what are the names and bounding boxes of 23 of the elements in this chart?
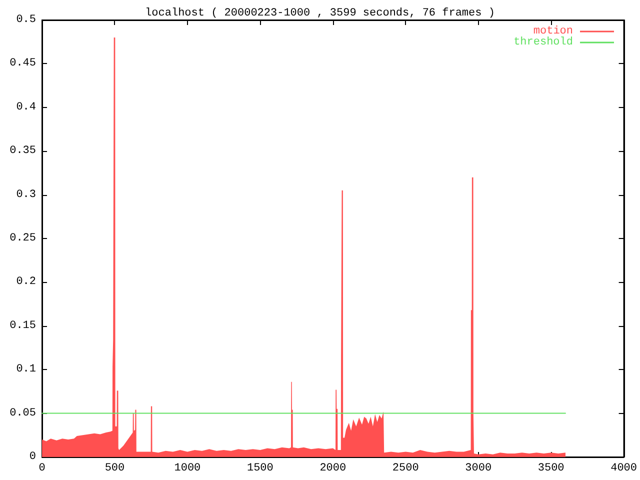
chart-title: localhost ( 20000223-1000 , 3599 seconds, 76 frames ) [145, 8, 495, 20]
y-tick-label: 0.15 [10, 320, 36, 332]
y-tick-label: 0.25 [10, 232, 36, 244]
y-tick-label: 0.3 [16, 188, 36, 201]
y-tick-label: 0.45 [10, 58, 36, 70]
y-tick-label: 0.4 [16, 101, 36, 114]
x-tick-label: 500 [104, 462, 125, 474]
y-tick-label: 0.35 [10, 145, 36, 158]
x-tick-label: 2000 [320, 462, 346, 474]
x-tick-label: 3000 [465, 462, 492, 474]
y-tick-label: 0.05 [10, 407, 36, 420]
y-tick-label: 0.1 [16, 364, 36, 376]
x-tick-label: 1500 [246, 462, 274, 474]
x-tick-label: 4000 [610, 462, 637, 474]
y-tick-label: 0.5 [16, 14, 36, 26]
x-tick-label: 0 [38, 462, 46, 474]
x-tick-label: 1000 [174, 462, 201, 474]
x-tick-label: 3500 [538, 462, 564, 474]
legend-label: threshold [514, 36, 573, 48]
legend-label: motion [533, 26, 573, 38]
y-tick-label: 0.2 [16, 276, 36, 288]
y-tick-label: 0 [29, 451, 36, 463]
x-tick-label: 2500 [392, 462, 419, 474]
